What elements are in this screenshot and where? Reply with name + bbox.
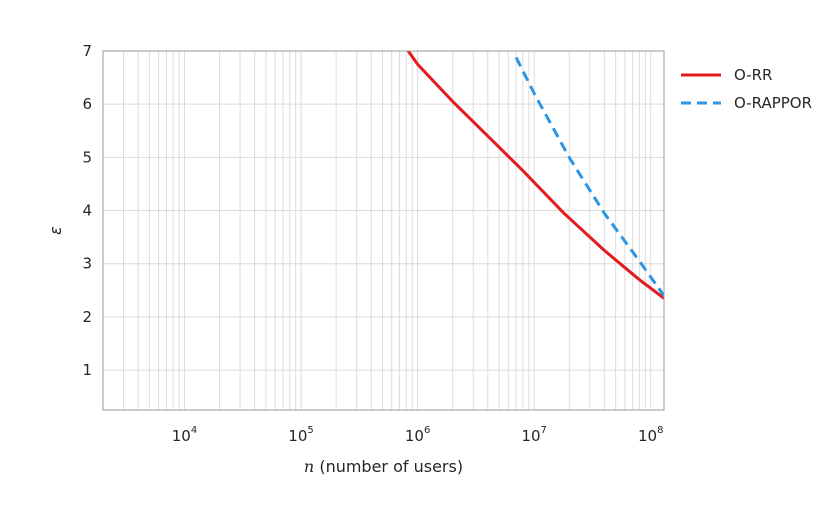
series-line-o-rr [406,51,664,300]
y-tick-label: 6 [82,95,92,113]
x-tick-label: 107 [521,425,546,445]
y-tick-label: 5 [82,148,92,166]
x-tick-label: 104 [172,425,197,445]
y-tick-label: 2 [82,308,92,326]
y-tick-label: 7 [82,42,92,60]
y-tick-label: 1 [82,361,92,379]
x-axis-label-variable: n [304,457,314,476]
x-tick-label: 105 [288,425,313,445]
legend: O-RR O-RAPPOR [681,66,812,112]
y-axis-label: ε [46,226,65,235]
legend-label: O-RAPPOR [734,94,812,112]
x-tick-label: 106 [405,425,430,445]
plot-frame [102,50,665,411]
x-tick-labels: 104 105 106 107 108 [172,425,664,445]
y-tick-label: 4 [82,202,92,220]
y-tick-labels: 1 2 3 4 5 6 7 [82,42,92,379]
x-axis-label: n (number of users) [304,457,463,476]
y-tick-label: 3 [82,255,92,273]
grid-lines [102,50,664,410]
x-axis-label-text: (number of users) [314,457,463,476]
series-lines [406,51,664,300]
x-tick-label: 108 [638,425,663,445]
series-line-o-rappor [514,56,664,297]
legend-label: O-RR [734,66,772,84]
